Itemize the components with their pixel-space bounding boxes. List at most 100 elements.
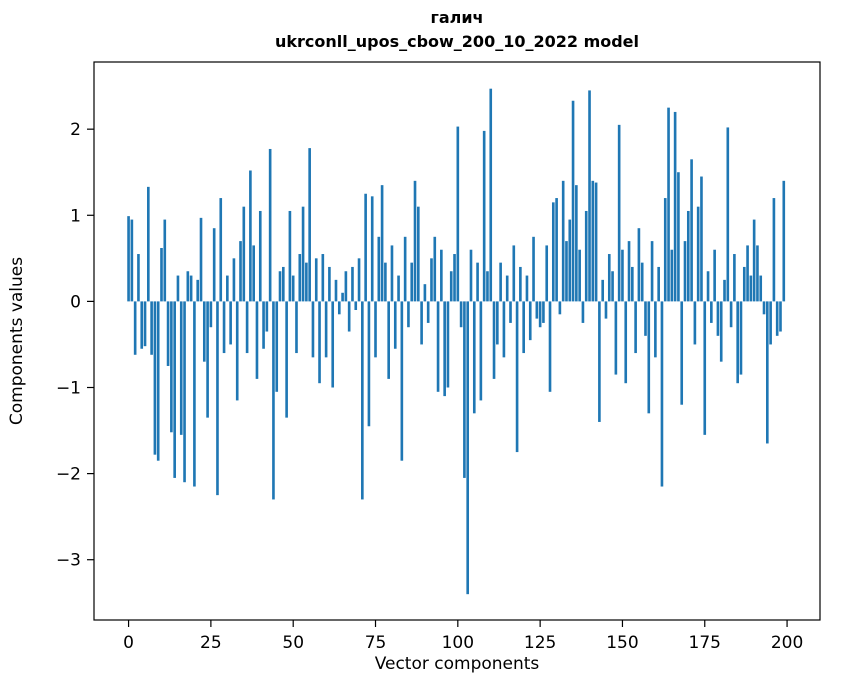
bar (133, 301, 137, 355)
bar (380, 185, 384, 302)
bar (449, 271, 453, 302)
bar (634, 301, 637, 354)
bar (216, 301, 219, 496)
bar (522, 301, 525, 354)
bar (690, 159, 693, 302)
bar (588, 90, 591, 302)
bar (291, 275, 295, 302)
bar (594, 182, 598, 302)
bar (337, 301, 341, 315)
bar (202, 301, 206, 362)
bar (160, 248, 163, 302)
bar (384, 262, 387, 302)
bar (232, 258, 236, 302)
bar (308, 148, 311, 302)
bar (654, 301, 657, 358)
chart-title-line2: ukrconll_upos_cbow_200_10_2022 model (275, 32, 639, 51)
bar (700, 176, 703, 302)
bar (364, 193, 367, 302)
bar (631, 266, 634, 302)
y-tick-label: −3 (56, 551, 81, 571)
bar (440, 249, 443, 302)
x-tick-label: 100 (442, 633, 474, 653)
bar (568, 219, 572, 302)
bar (558, 301, 562, 315)
bar (278, 271, 282, 302)
bar (693, 301, 697, 345)
bar (752, 219, 756, 302)
x-tick-label: 75 (365, 633, 387, 653)
bar (772, 198, 776, 302)
bar (657, 266, 660, 302)
y-tick-label: 2 (70, 120, 81, 140)
bar (525, 275, 529, 302)
bar (710, 301, 713, 323)
bar (242, 206, 246, 302)
bar (420, 301, 423, 345)
bar (466, 301, 470, 595)
bar (545, 245, 549, 302)
bar (696, 206, 700, 302)
bar (166, 301, 170, 366)
bar (640, 262, 644, 302)
bar (137, 254, 140, 302)
bar (443, 301, 446, 397)
bar (584, 210, 588, 302)
bar (528, 301, 532, 341)
bar (147, 186, 150, 302)
bar (334, 279, 338, 302)
bar (374, 301, 377, 358)
bar (249, 170, 252, 302)
bar (479, 301, 483, 401)
bar (341, 292, 344, 302)
bar (226, 275, 229, 302)
bar (393, 301, 397, 349)
bar (496, 301, 499, 345)
bar (446, 301, 450, 388)
bar (193, 301, 196, 487)
bar (433, 236, 437, 302)
bar (759, 275, 763, 302)
bar (252, 245, 255, 302)
bar (538, 301, 542, 328)
bar (130, 219, 134, 302)
bar (509, 301, 512, 323)
bar (403, 236, 407, 302)
bar (667, 107, 670, 302)
bar (209, 301, 213, 328)
bar (426, 301, 430, 323)
bar (407, 301, 410, 328)
bar (189, 275, 193, 302)
x-tick-label: 25 (200, 633, 222, 653)
x-tick-label: 125 (524, 633, 556, 653)
bar (377, 236, 381, 302)
bar (430, 258, 433, 302)
bar (288, 210, 292, 302)
bar (314, 258, 318, 302)
bar (551, 202, 555, 302)
bar (354, 301, 358, 310)
bar (453, 254, 456, 302)
bar (733, 254, 736, 302)
bar (127, 216, 130, 302)
bar (255, 301, 259, 379)
bar (170, 301, 173, 433)
bar (351, 266, 354, 302)
bar (476, 262, 479, 302)
bar (637, 228, 641, 302)
bar (275, 301, 279, 392)
bar (683, 241, 687, 302)
bar (183, 301, 186, 483)
bar (173, 301, 176, 478)
bar (742, 266, 746, 302)
bar (262, 301, 265, 349)
bar (502, 301, 506, 358)
bar (716, 301, 720, 336)
bar (318, 301, 321, 384)
bar (591, 180, 595, 302)
bar (535, 301, 539, 319)
chart-title-line1: галич (430, 8, 483, 27)
axes-layer: 0 25 50 75 100 125 150 175 200 −3 −2 −1 0 1 2 (56, 61, 821, 653)
